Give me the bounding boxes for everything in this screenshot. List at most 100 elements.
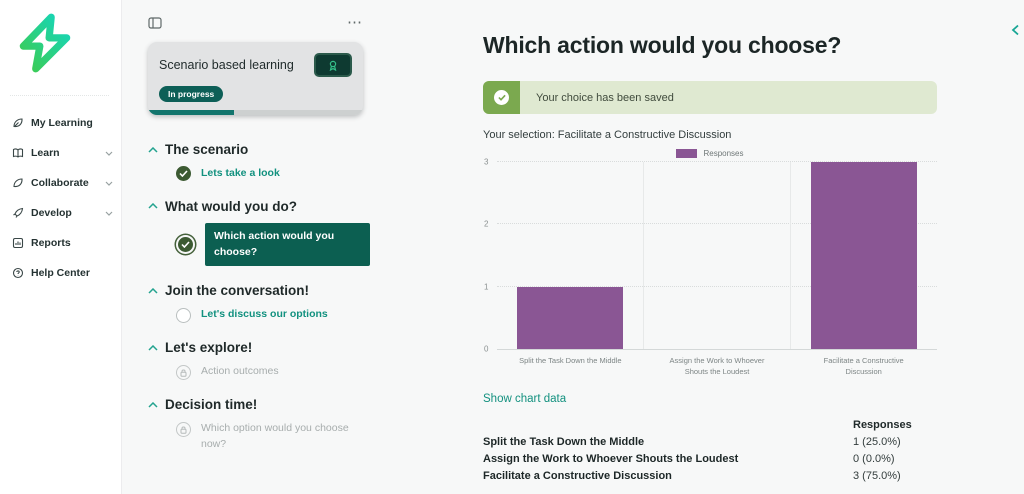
report-chart-icon <box>12 237 24 249</box>
section-title: What would you do? <box>165 198 297 214</box>
success-alert-text: Your choice has been saved <box>536 91 674 104</box>
responses-bar-chart: Responses 0 1 2 3 Split the Task Down the M… <box>483 146 937 378</box>
bolt-logo-icon <box>19 13 71 73</box>
chevron-up-icon <box>148 344 158 351</box>
y-axis-tick: 2 <box>484 219 489 229</box>
outline-item-label: Which action would you choose? <box>205 222 370 267</box>
result-label: Assign the Work to Whoever Shouts the Lo… <box>483 452 739 465</box>
chevron-up-icon <box>148 401 158 408</box>
section-header[interactable]: Decision time! <box>148 390 370 419</box>
course-award-button[interactable] <box>314 53 352 77</box>
sidebar-item-my-learning[interactable]: My Learning <box>10 108 121 138</box>
gridline <box>497 161 937 162</box>
gridline <box>497 285 937 287</box>
outline-item-locked: Which option would you choose now? <box>176 421 370 453</box>
section-title: Let's explore! <box>165 340 253 355</box>
show-chart-data-link[interactable]: Show chart data <box>483 392 567 405</box>
sidebar-item-label: Reports <box>31 237 71 249</box>
bar <box>517 286 623 349</box>
section-header[interactable]: The scenario <box>148 135 370 164</box>
outline-item[interactable]: Let's discuss our options <box>176 307 370 323</box>
result-value: 1 (25.0%) <box>853 435 901 448</box>
gridline <box>497 223 937 225</box>
outline-section: Join the conversation! Let's discuss our… <box>148 276 370 323</box>
progress-bar <box>148 110 363 115</box>
section-header[interactable]: What would you do? <box>148 192 370 221</box>
section-title: The scenario <box>165 142 249 157</box>
legend-label: Responses <box>703 148 744 158</box>
success-alert-accent <box>483 81 520 114</box>
result-value: 3 (75.0%) <box>853 469 901 482</box>
table-row: Facilitate a Constructive Discussion 3 (… <box>483 468 937 485</box>
chevron-up-icon <box>148 203 158 209</box>
sidebar-item-label: My Learning <box>31 117 93 129</box>
section-title: Decision time! <box>165 397 258 412</box>
lock-icon <box>176 422 191 437</box>
sidebar-divider <box>10 95 109 96</box>
page-title: Which action would you choose? <box>483 32 842 58</box>
outline-section: Decision time! Which option would you ch… <box>148 390 370 453</box>
chart-x-axis: Split the Task Down the Middle Assign the… <box>497 355 937 378</box>
check-circle-icon <box>176 166 191 182</box>
section-header[interactable]: Join the conversation! <box>148 276 370 305</box>
rocket-icon <box>13 207 24 218</box>
legend-swatch <box>676 148 698 158</box>
lock-icon <box>176 365 191 380</box>
more-options-icon[interactable]: ⋯ <box>347 14 363 31</box>
success-alert: Your choice has been saved <box>483 81 937 114</box>
check-circle-selected-icon <box>178 237 193 252</box>
outline-item-label: Let's discuss our options <box>201 308 328 321</box>
sidebar-item-learn[interactable]: Learn <box>10 138 121 168</box>
empty-circle-icon <box>176 307 191 323</box>
course-card[interactable]: Scenario based learning In progress <box>148 42 363 115</box>
lesson-content: Which action would you choose? Your choi… <box>470 0 1024 494</box>
outline-section: What would you do? Which action would yo… <box>148 192 370 267</box>
x-axis-label: Assign the Work to Whoever Shouts the Lo… <box>669 356 765 377</box>
y-axis-tick: 0 <box>484 344 489 354</box>
chat-icon <box>13 178 23 188</box>
selection-label: Your selection: Facilitate a Constructiv… <box>483 129 732 141</box>
section-header[interactable]: Let's explore! <box>148 333 370 362</box>
chart-column <box>643 162 790 349</box>
book-icon <box>12 148 24 158</box>
result-value: 0 (0.0%) <box>853 452 895 465</box>
outline-item-label: Action outcomes <box>201 365 279 377</box>
progress-fill <box>148 110 234 115</box>
x-axis-label: Split the Task Down the Middle <box>519 356 622 365</box>
collapse-panel-chevron-icon[interactable] <box>1011 24 1020 36</box>
outline-item-current[interactable]: Which action would you choose? <box>176 222 370 267</box>
sidebar-item-develop[interactable]: Develop <box>10 198 121 228</box>
sidebar-item-label: Help Center <box>31 267 90 279</box>
outline-item[interactable]: Lets take a look <box>176 166 370 182</box>
chevron-up-icon <box>148 287 158 294</box>
section-title: Join the conversation! <box>165 283 310 299</box>
help-icon <box>12 267 24 279</box>
bar <box>811 162 917 349</box>
chevron-down-icon <box>105 211 113 216</box>
sidebar-item-reports[interactable]: Reports <box>10 228 121 258</box>
sidebar-item-label: Collaborate <box>31 177 89 189</box>
outline-item-label: Which option would you choose now? <box>201 422 349 450</box>
sidebar: My Learning Learn Collaborate Develop Re… <box>0 0 122 494</box>
panel-toggle-icon[interactable] <box>148 17 162 29</box>
sidebar-item-collaborate[interactable]: Collaborate <box>10 168 121 198</box>
award-icon <box>329 60 337 71</box>
table-row: Split the Task Down the Middle 1 (25.0%) <box>483 434 937 451</box>
x-axis-label: Facilitate a Constructive Discussion <box>823 356 904 377</box>
check-circle-icon <box>494 90 509 105</box>
results-header-row: Responses <box>483 417 937 434</box>
leaf-icon <box>13 118 23 128</box>
result-label: Split the Task Down the Middle <box>483 435 645 448</box>
brand-logo[interactable] <box>12 12 121 79</box>
chart-legend: Responses <box>483 146 937 160</box>
status-badge: In progress <box>159 86 224 102</box>
sidebar-item-help-center[interactable]: Help Center <box>10 258 121 288</box>
course-outline: The scenario Lets take a look What would… <box>148 135 370 453</box>
outline-section: Let's explore! Action outcomes <box>148 333 370 380</box>
sidebar-item-label: Learn <box>31 147 60 159</box>
course-panel: ⋯ Scenario based learning In progress Th… <box>122 0 470 494</box>
y-axis-tick: 1 <box>484 282 489 292</box>
course-title: Scenario based learning <box>159 58 294 72</box>
chevron-down-icon <box>105 151 113 156</box>
outline-item-label: Lets take a look <box>201 167 280 179</box>
